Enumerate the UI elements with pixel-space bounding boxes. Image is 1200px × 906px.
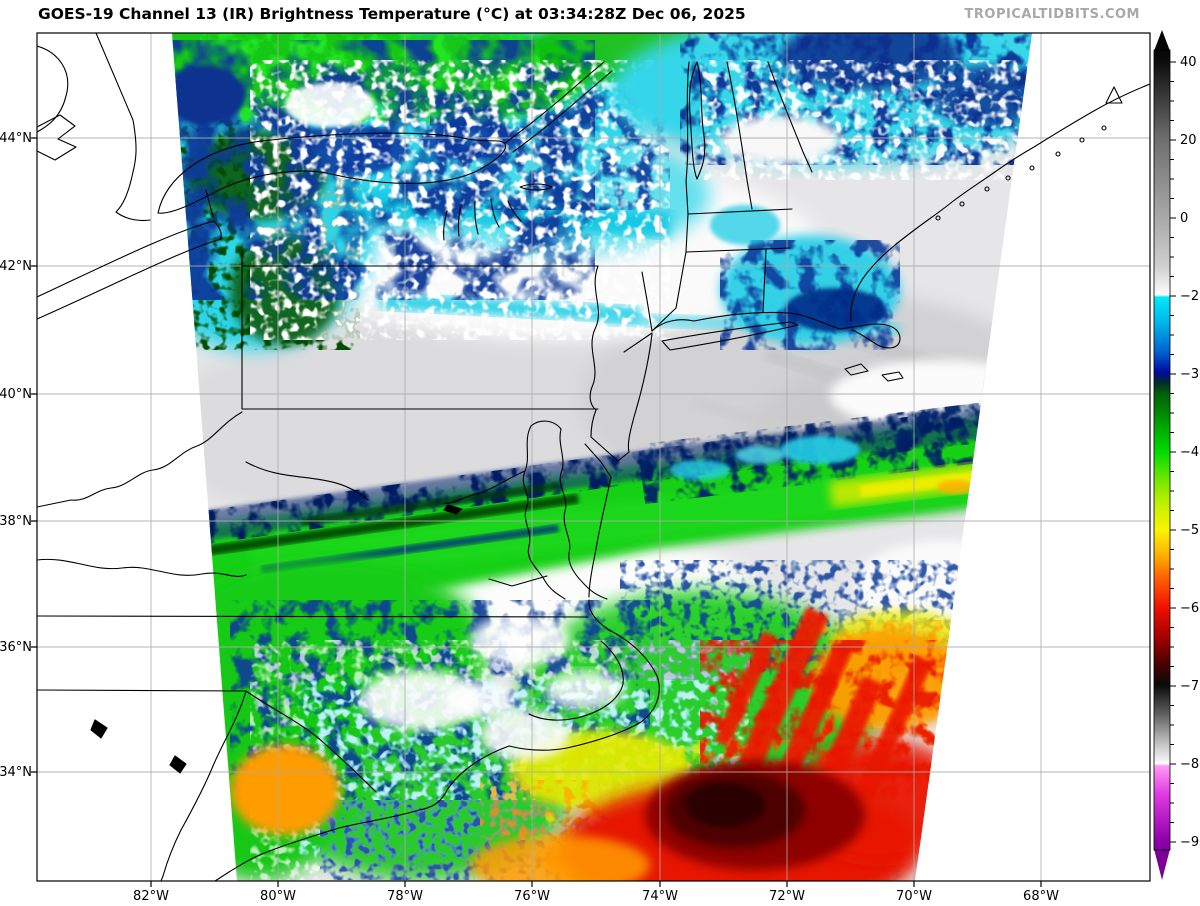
lon-tick-label: 74°W (642, 889, 678, 904)
colorbar-tick-label: −80 (1180, 757, 1200, 772)
lat-tick-label: 44°N (0, 131, 32, 146)
colorbar-major-ticks (1170, 61, 1176, 843)
colorbar-tick-label: −70 (1180, 679, 1200, 694)
lon-tick-label: 68°W (1023, 889, 1059, 904)
colorbar-up-arrow-icon (1154, 30, 1170, 51)
lat-tick-label: 38°N (0, 514, 32, 529)
lon-tick-label: 76°W (514, 889, 550, 904)
lon-tick-label: 82°W (133, 889, 169, 904)
colorbar-tick-label: −60 (1180, 601, 1200, 616)
lon-tick-label: 80°W (260, 889, 296, 904)
latitude-axis-ticks (31, 137, 37, 773)
longitude-axis-ticks (150, 881, 1042, 887)
lon-tick-label: 78°W (387, 889, 423, 904)
colorbar-tick-label: −90 (1180, 835, 1200, 850)
latitude-axis: 44°N 42°N 40°N 38°N 36°N 34°N (0, 131, 32, 780)
colorbar-tick-label: −40 (1180, 445, 1200, 460)
colorbar-tick-label: −50 (1180, 523, 1200, 538)
colorbar: 40 20 0 −20 −30 −40 −50 −60 −70 −80 −90 (1153, 30, 1200, 880)
gridlines (37, 33, 1150, 881)
colorbar-tick-label: 40 (1180, 55, 1197, 70)
lon-tick-label: 72°W (769, 889, 805, 904)
watermark: TROPICALTIDBITS.COM (964, 7, 1140, 22)
lat-tick-label: 40°N (0, 387, 32, 402)
colorbar-down-arrow-icon (1154, 849, 1170, 880)
colorbar-tick-label: −20 (1180, 289, 1200, 304)
coastlines (37, 33, 1150, 881)
longitude-axis: 82°W 80°W 78°W 76°W 74°W 72°W 70°W 68°W (133, 889, 1059, 904)
lat-tick-label: 42°N (0, 259, 32, 274)
colorbar-tick-label: 0 (1180, 211, 1188, 226)
colorbar-gradient (1153, 49, 1171, 851)
page-title: GOES-19 Channel 13 (IR) Brightness Tempe… (38, 5, 746, 23)
lat-tick-label: 36°N (0, 640, 32, 655)
colorbar-tick-label: −30 (1180, 367, 1200, 382)
lon-tick-label: 70°W (896, 889, 932, 904)
lat-tick-label: 34°N (0, 765, 32, 780)
colorbar-tick-label: 20 (1180, 133, 1197, 148)
colorbar-minor-ticks (1170, 81, 1174, 823)
map-frame (36, 32, 1151, 882)
